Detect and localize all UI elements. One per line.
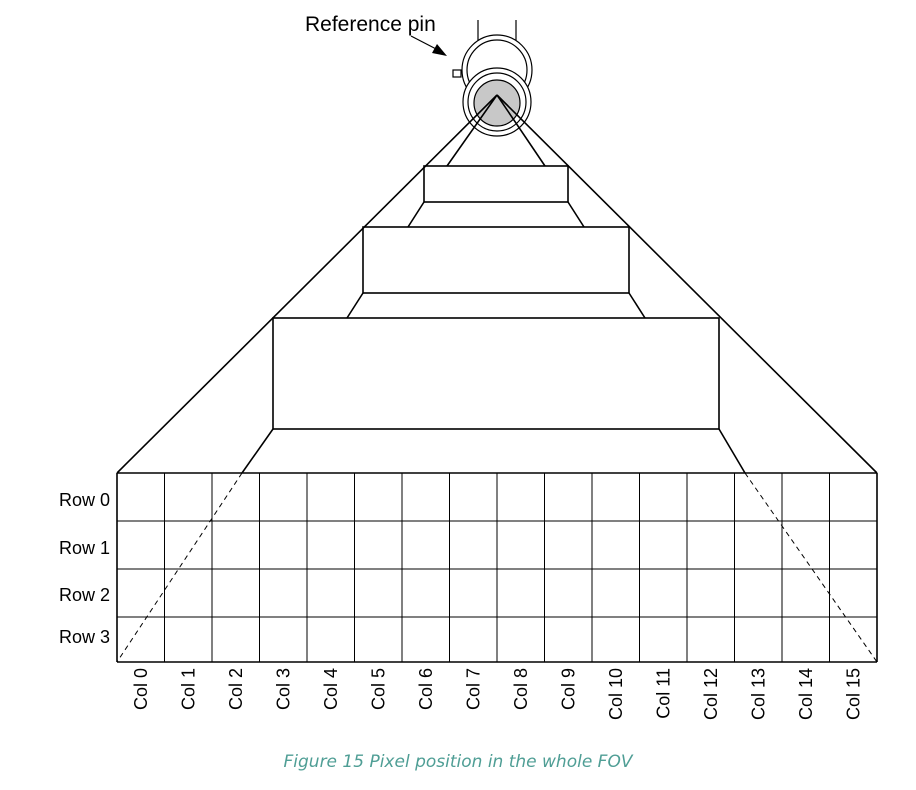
column-label: Col 13	[748, 668, 768, 720]
column-label: Col 6	[416, 668, 436, 710]
column-label: Col 1	[178, 668, 198, 710]
pixel-grid	[116, 472, 878, 663]
column-label: Col 10	[606, 668, 626, 720]
column-label: Col 9	[558, 668, 578, 710]
column-label: Col 8	[511, 668, 531, 710]
column-label: Col 14	[796, 668, 816, 720]
column-labels: Col 0 Col 1 Col 2 Col 3 Col 4 Col 5 Col 6 Col 7…	[131, 668, 863, 720]
column-label: Col 7	[463, 668, 483, 710]
reference-pin-label: Reference pin	[305, 13, 436, 36]
column-label: Col 3	[273, 668, 293, 710]
column-label: Col 0	[131, 668, 151, 710]
row-label: Row 1	[59, 538, 110, 558]
reference-pin-arrow	[410, 35, 447, 56]
column-label: Col 15	[843, 668, 863, 720]
column-label: Col 11	[653, 668, 673, 719]
figure-caption: Figure 15 Pixel position in the whole FO…	[283, 752, 633, 772]
column-label: Col 2	[226, 668, 246, 710]
row-label: Row 0	[59, 490, 110, 510]
column-label: Col 12	[701, 668, 721, 720]
fov-outline	[116, 94, 878, 663]
row-label: Row 3	[59, 627, 110, 647]
column-label: Col 5	[368, 668, 388, 710]
row-label: Row 2	[59, 585, 110, 605]
column-label: Col 4	[321, 668, 341, 710]
